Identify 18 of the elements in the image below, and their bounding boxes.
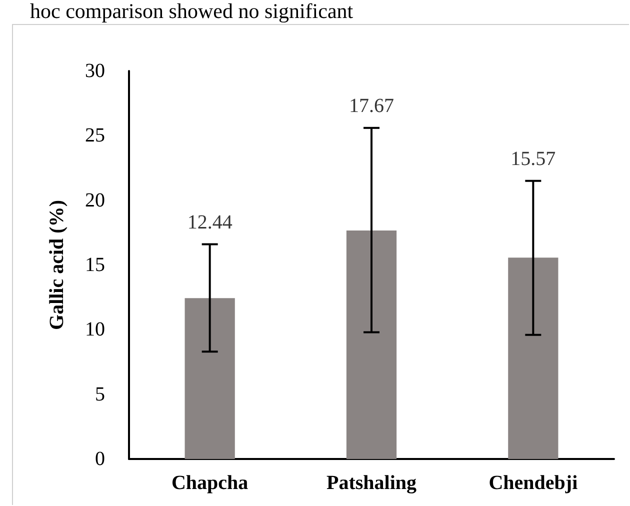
text: hoc comparison showed no significant — [30, 0, 354, 23]
bar — [184, 298, 235, 459]
y-tick-label: 0 — [95, 448, 105, 470]
x-tick-label: Chendebji — [488, 472, 578, 494]
y-tick-label: 25 — [85, 124, 105, 147]
y-tick-label: 10 — [85, 318, 105, 341]
y-axis-title: Gallic acid (%) — [46, 200, 68, 330]
bar — [508, 258, 558, 459]
annotation: 17.67 — [349, 94, 394, 117]
y-tick-label: 15 — [85, 254, 105, 276]
bar — [346, 230, 397, 459]
x-tick-label: Chapcha — [171, 472, 248, 494]
y-tick-label: 20 — [85, 189, 105, 212]
x-tick-label: Patshaling — [326, 472, 417, 494]
annotation: 12.44 — [187, 211, 232, 234]
y-tick-label: 30 — [85, 60, 105, 82]
y-tick-label: 5 — [95, 383, 105, 406]
annotation: 15.57 — [510, 148, 556, 170]
